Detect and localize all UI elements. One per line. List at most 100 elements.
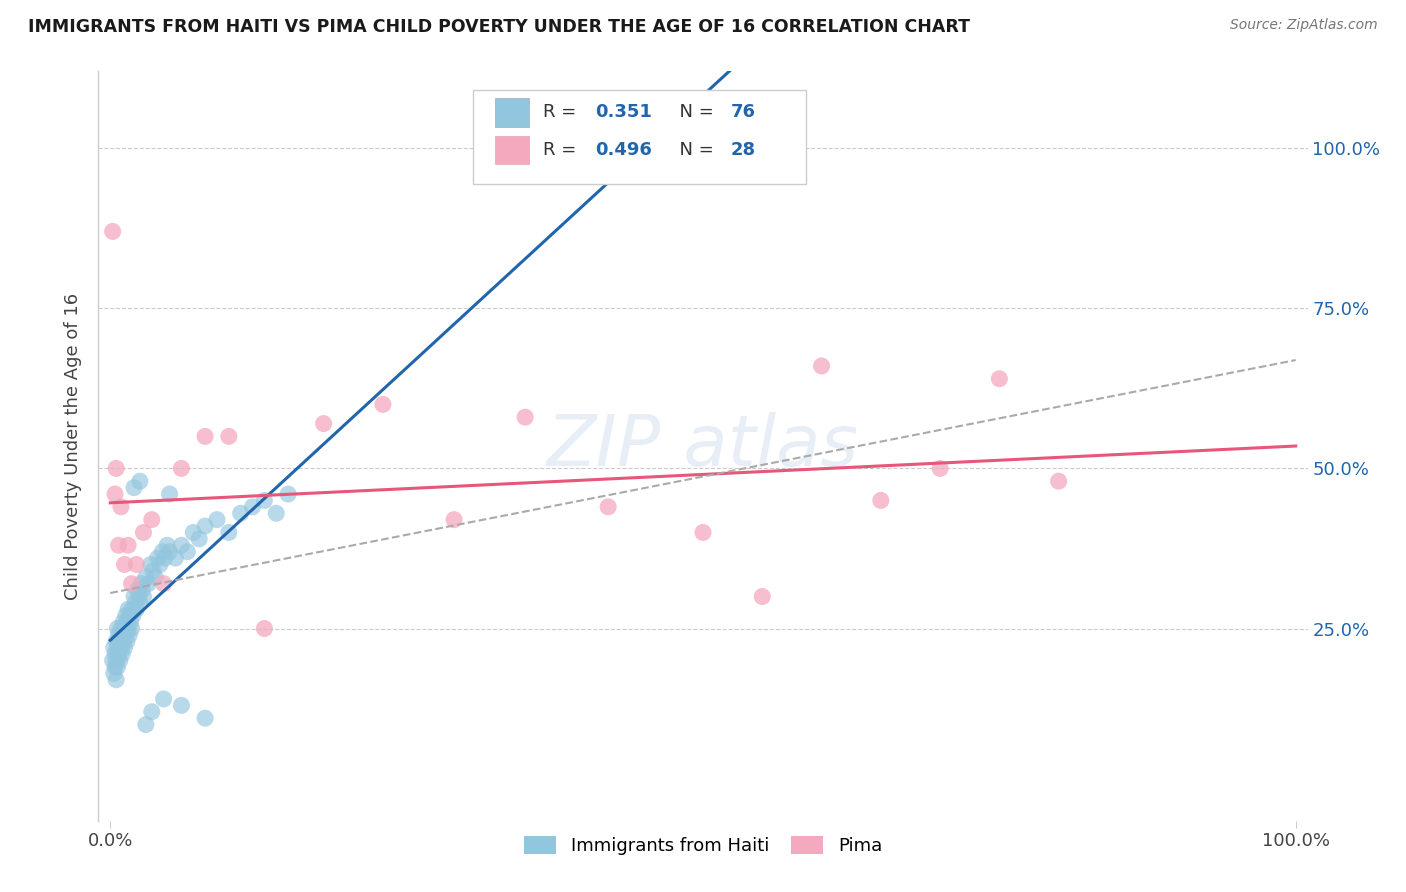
Point <box>112 634 135 648</box>
Point <box>105 660 128 674</box>
Point <box>111 647 134 661</box>
Point <box>170 538 193 552</box>
Text: R =: R = <box>543 141 582 160</box>
Point <box>117 622 139 636</box>
Point <box>118 608 141 623</box>
Point <box>118 628 141 642</box>
Point <box>1047 474 1070 488</box>
Point <box>277 487 299 501</box>
Point <box>312 417 335 431</box>
Point <box>104 487 127 501</box>
Text: N =: N = <box>668 141 720 160</box>
Text: N =: N = <box>668 103 720 121</box>
Point <box>165 551 187 566</box>
Point <box>122 481 145 495</box>
Point <box>253 622 276 636</box>
Point <box>135 570 157 584</box>
Point <box>515 410 537 425</box>
Point <box>988 372 1011 386</box>
Text: 0.496: 0.496 <box>595 141 652 160</box>
Point <box>114 640 136 655</box>
Point <box>176 544 198 558</box>
Point <box>117 538 139 552</box>
Point <box>194 519 217 533</box>
FancyBboxPatch shape <box>495 98 529 127</box>
Legend: Immigrants from Haiti, Pima: Immigrants from Haiti, Pima <box>515 827 891 864</box>
Point <box>159 487 181 501</box>
Point <box>105 622 128 636</box>
Text: ZIP atlas: ZIP atlas <box>547 411 859 481</box>
Point <box>114 608 136 623</box>
Point <box>242 500 264 514</box>
Point <box>170 698 193 713</box>
Point <box>443 513 465 527</box>
Point <box>751 590 773 604</box>
Point <box>152 692 174 706</box>
Point <box>229 506 252 520</box>
Point <box>141 705 163 719</box>
Point <box>159 544 181 558</box>
Point <box>131 583 153 598</box>
Text: IMMIGRANTS FROM HAITI VS PIMA CHILD POVERTY UNDER THE AGE OF 16 CORRELATION CHAR: IMMIGRANTS FROM HAITI VS PIMA CHILD POVE… <box>28 18 970 36</box>
Point <box>170 461 193 475</box>
Point <box>107 538 129 552</box>
Point <box>120 615 142 629</box>
Point <box>124 596 146 610</box>
Point <box>121 576 143 591</box>
Text: 28: 28 <box>731 141 756 160</box>
Text: 0.351: 0.351 <box>595 103 652 121</box>
Point <box>929 461 952 475</box>
Point <box>136 576 159 591</box>
Point <box>103 666 125 681</box>
Point <box>101 224 124 238</box>
Point <box>125 558 148 572</box>
FancyBboxPatch shape <box>474 90 806 184</box>
Point <box>194 429 217 443</box>
Point <box>218 525 240 540</box>
Point <box>264 506 287 520</box>
Point <box>692 525 714 540</box>
Point <box>129 576 152 591</box>
Point <box>132 590 155 604</box>
Point <box>122 590 145 604</box>
Point <box>188 532 211 546</box>
Point <box>107 628 129 642</box>
Point <box>114 628 136 642</box>
Point <box>117 602 139 616</box>
Point <box>105 640 128 655</box>
Point <box>121 622 143 636</box>
Point <box>111 628 134 642</box>
Point <box>127 583 149 598</box>
Point <box>103 640 125 655</box>
Point <box>105 634 128 648</box>
Point <box>129 474 152 488</box>
Point <box>129 596 152 610</box>
Point <box>156 538 179 552</box>
Point <box>128 590 150 604</box>
Point <box>598 500 620 514</box>
Point <box>149 558 172 572</box>
Point <box>152 576 174 591</box>
Point <box>139 558 162 572</box>
Text: 76: 76 <box>731 103 756 121</box>
Point <box>143 570 166 584</box>
Point <box>132 525 155 540</box>
Point <box>112 615 135 629</box>
Point <box>194 711 217 725</box>
Point <box>135 717 157 731</box>
Point <box>218 429 240 443</box>
Point <box>105 673 128 687</box>
Point <box>104 647 127 661</box>
Point <box>115 615 138 629</box>
Point <box>142 564 165 578</box>
Point <box>152 544 174 558</box>
Point <box>810 359 832 373</box>
Point <box>105 461 128 475</box>
Point <box>253 493 276 508</box>
FancyBboxPatch shape <box>495 136 529 164</box>
Text: Source: ZipAtlas.com: Source: ZipAtlas.com <box>1230 18 1378 32</box>
Point <box>110 622 132 636</box>
Point <box>114 622 136 636</box>
Point <box>101 654 124 668</box>
Point <box>110 640 132 655</box>
